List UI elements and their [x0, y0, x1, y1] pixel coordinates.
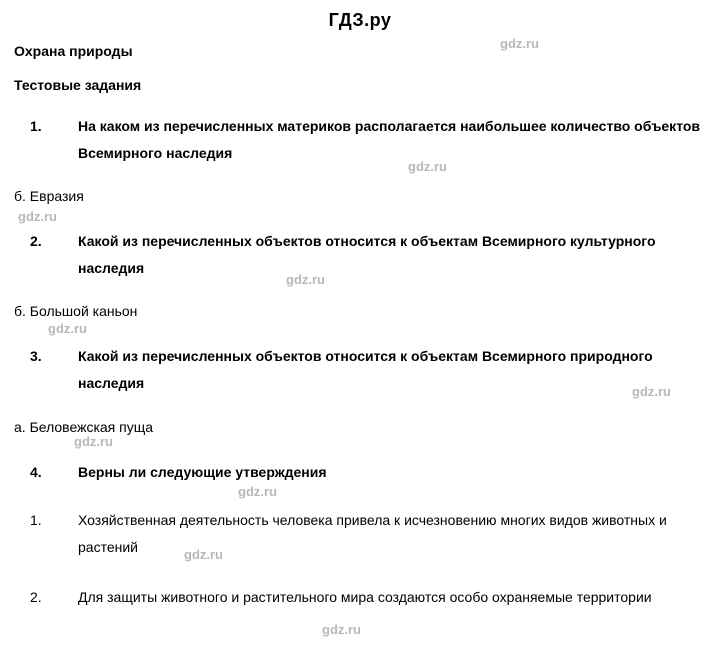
- question-number: 2.: [54, 228, 78, 255]
- subsection-title: Тестовые задания: [14, 77, 706, 93]
- question-2: 2.Какой из перечисленных объектов относи…: [54, 228, 706, 281]
- statement-text: Для защиты животного и растительного мир…: [78, 589, 652, 605]
- answer-1: б. Евразия: [14, 188, 706, 204]
- watermark: gdz.ru: [48, 321, 87, 336]
- watermark: gdz.ru: [238, 484, 277, 499]
- question-4: 4.Верны ли следующие утверждения: [54, 459, 706, 486]
- question-number: 3.: [54, 343, 78, 370]
- answer-2: б. Большой каньон: [14, 303, 706, 319]
- statement-number: 1.: [54, 507, 78, 534]
- statement-2: 2.Для защиты животного и растительного м…: [54, 584, 706, 611]
- question-number: 1.: [54, 113, 78, 140]
- statement-text: Хозяйственная деятельность человека прив…: [78, 512, 667, 555]
- watermark: gdz.ru: [18, 209, 57, 224]
- watermark: gdz.ru: [322, 622, 361, 637]
- watermark: gdz.ru: [74, 434, 113, 449]
- question-1: 1.На каком из перечисленных материков ра…: [54, 113, 706, 166]
- statement-1: 1.Хозяйственная деятельность человека пр…: [54, 507, 706, 560]
- question-number: 4.: [54, 459, 78, 486]
- answer-3: а. Беловежская пуща: [14, 419, 706, 435]
- question-text: На каком из перечисленных материков расп…: [78, 118, 700, 161]
- question-text: Какой из перечисленных объектов относитс…: [78, 233, 656, 276]
- statement-number: 2.: [54, 584, 78, 611]
- topic-title: Охрана природы: [14, 43, 706, 59]
- question-text: Верны ли следующие утверждения: [78, 464, 327, 480]
- page-title: ГДЗ.ру: [14, 10, 706, 31]
- question-text: Какой из перечисленных объектов относитс…: [78, 348, 653, 391]
- question-3: 3.Какой из перечисленных объектов относи…: [54, 343, 706, 396]
